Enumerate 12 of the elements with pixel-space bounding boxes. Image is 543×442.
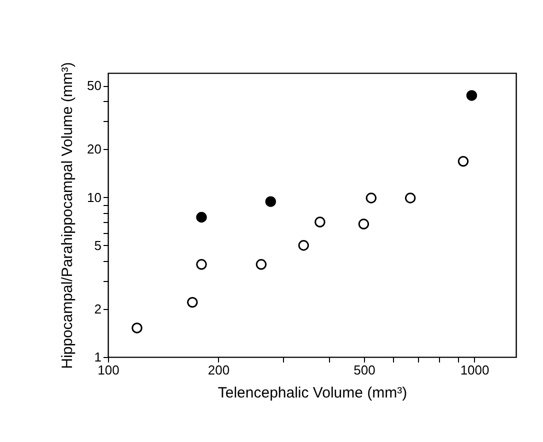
y-tick-label: 50: [87, 78, 102, 94]
y-tick-label: 5: [94, 238, 102, 253]
y-tick-label: 1: [94, 350, 102, 364]
y-tick-label: 10: [87, 190, 102, 205]
x-axis-title: Telencephalic Volume (mm³): [218, 384, 408, 402]
x-tick-label: 1000: [460, 362, 490, 378]
x-tick-label: 500: [354, 362, 376, 378]
x-tick-label: 200: [208, 362, 230, 378]
y-axis-title: Hippocampal/Parahippocampal Volume (mm³): [59, 62, 76, 369]
y-tick-label: 20: [87, 142, 102, 157]
y-tick-label: 2: [94, 301, 102, 316]
x-tick-label: 100: [98, 362, 120, 378]
